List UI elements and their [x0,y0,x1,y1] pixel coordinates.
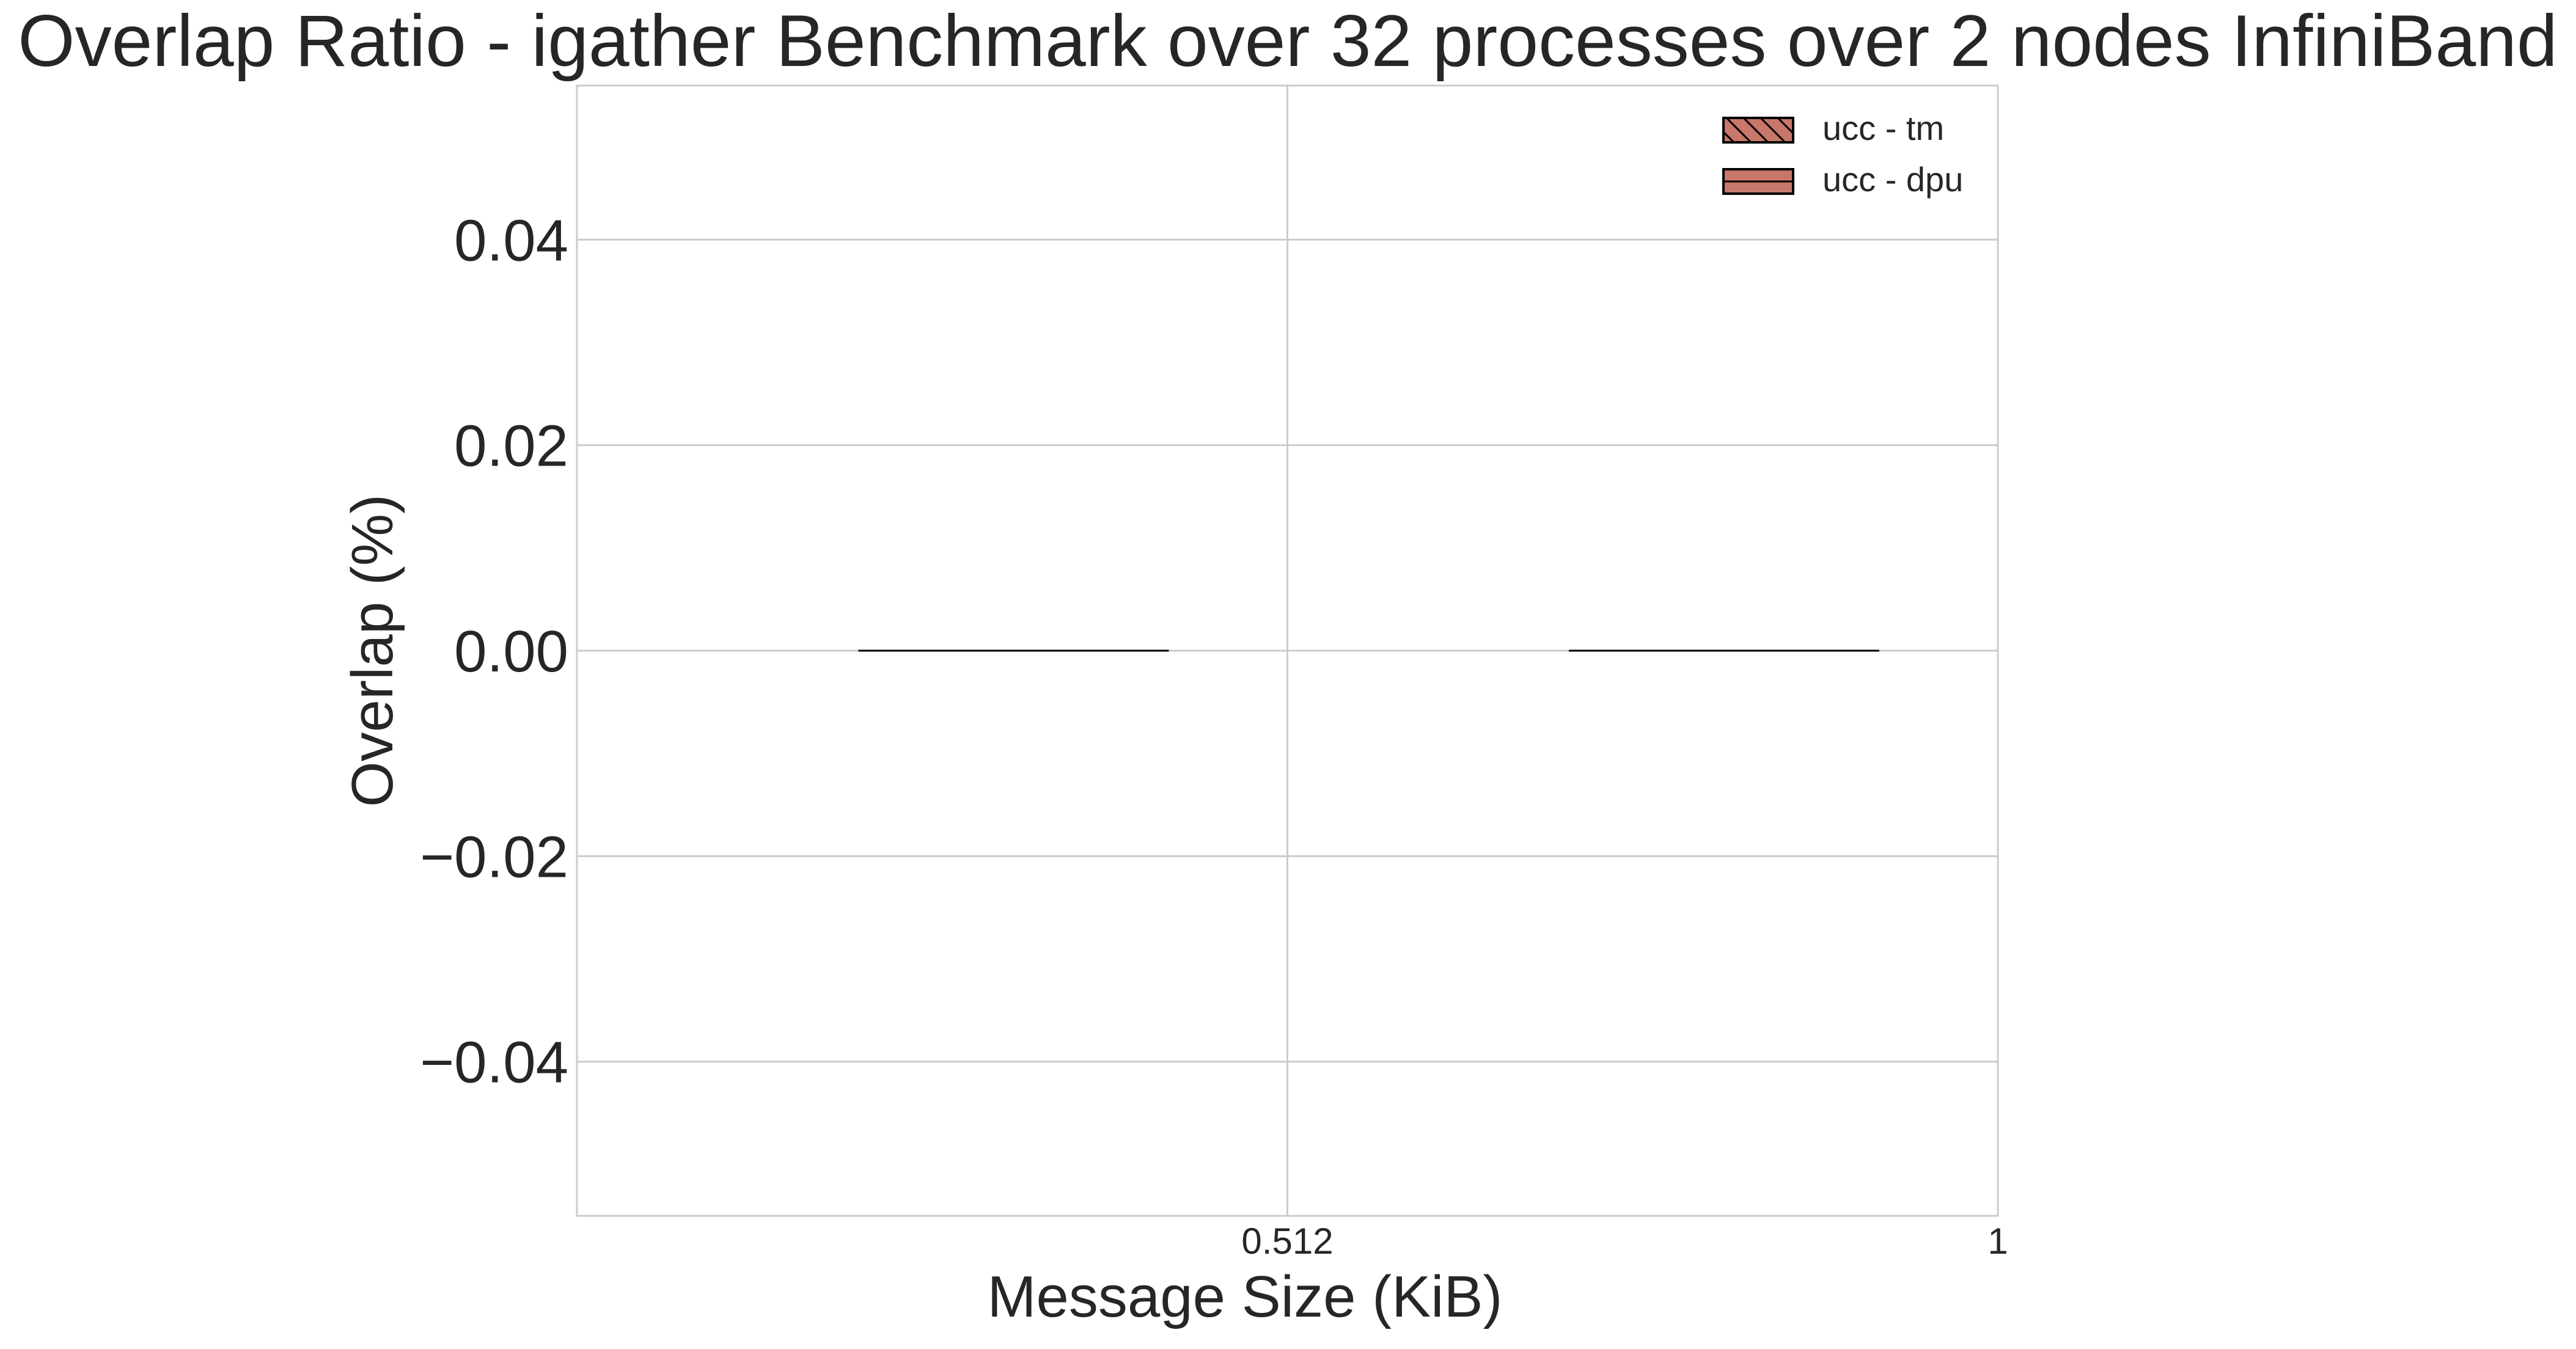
x-tick-labels: 0.512 1 [1241,1221,2008,1262]
plot-area [576,84,1999,1217]
x-tick-label: 0.512 [1241,1221,1333,1262]
chart-title: Overlap Ratio - igather Benchmark over 3… [18,0,2558,82]
y-tick-label: 0.04 [454,208,568,273]
y-tick-label: 0.02 [454,414,568,479]
grid [577,86,1999,1216]
y-tick-label: −0.04 [420,1030,568,1095]
x-axis-label: Message Size (KiB) [988,1264,1503,1329]
y-tick-label: 0.00 [454,619,568,684]
legend-label: ucc - tm [1822,109,1944,147]
y-tick-labels: −0.04 −0.02 0.00 0.02 0.04 [420,208,568,1095]
y-tick-label: −0.02 [420,824,568,890]
legend-swatch [1722,117,1794,144]
legend-label: ucc - dpu [1822,160,1963,199]
y-axis-label: Overlap (%) [340,494,405,807]
x-tick-label: 1 [1987,1221,2008,1262]
legend: ucc - tm ucc - dpu [1722,109,1963,199]
